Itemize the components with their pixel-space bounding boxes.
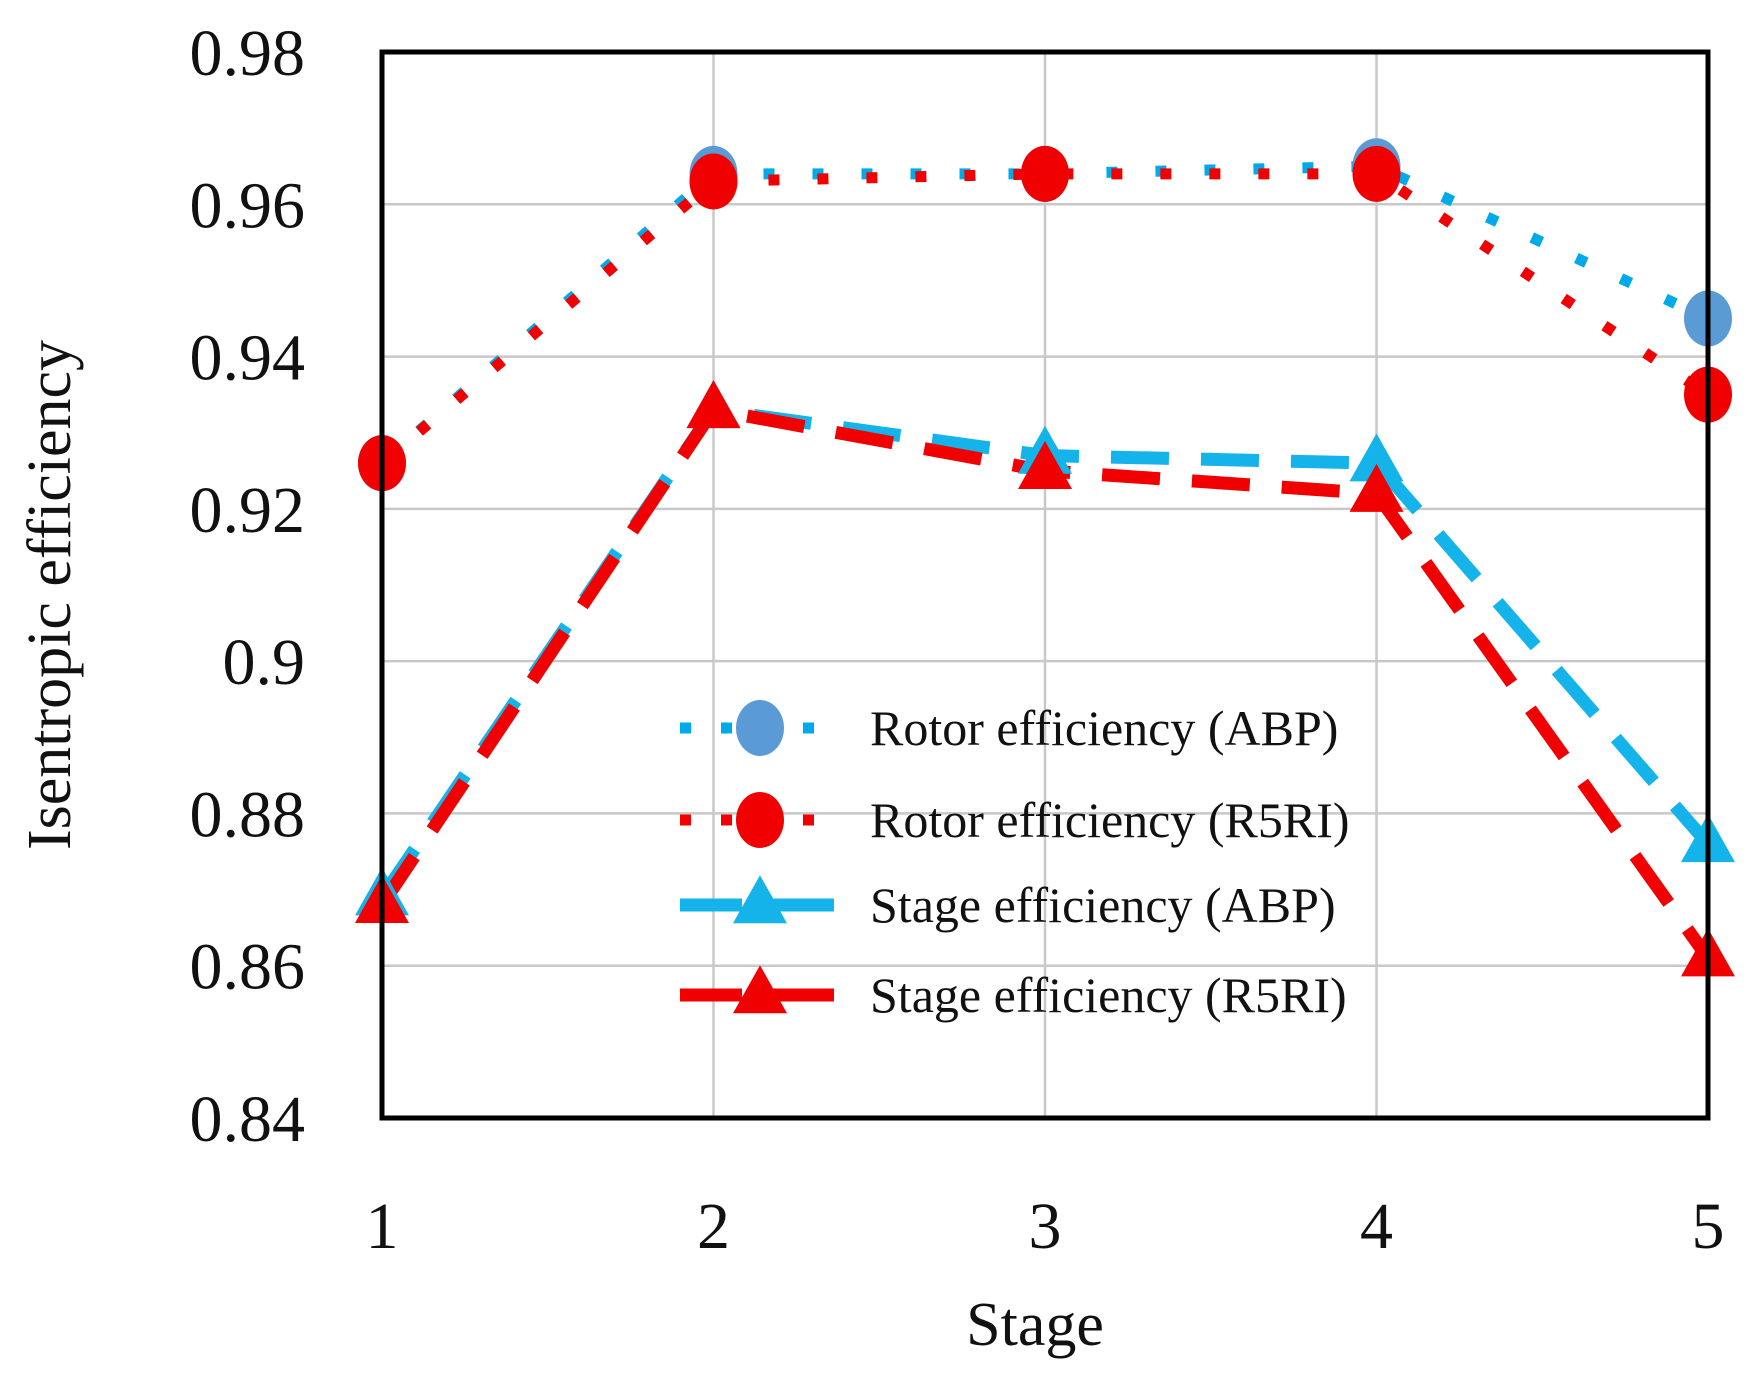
x-tick-label: 2 <box>697 1190 730 1263</box>
y-tick-label: 0.9 <box>223 626 306 699</box>
legend-marker-2 <box>736 792 784 848</box>
x-tick-label: 1 <box>366 1190 399 1263</box>
y-tick-label: 0.98 <box>190 17 306 90</box>
legend-marker-4 <box>733 965 787 1014</box>
legend-marker-3 <box>733 875 787 924</box>
x-axis-ticks: 1 2 3 4 5 <box>366 1190 1725 1263</box>
y-tick-label: 0.92 <box>190 474 306 547</box>
y-tick-label: 0.88 <box>190 778 306 851</box>
y-axis-ticks: 0.84 0.86 0.88 0.9 0.92 0.94 0.96 0.98 <box>190 17 306 1156</box>
legend-label-2: Rotor efficiency (R5RI) <box>870 792 1350 848</box>
data-point-s4-2 <box>686 380 741 429</box>
x-axis-title: Stage <box>966 1291 1104 1359</box>
grid-lines <box>382 52 1708 1118</box>
legend: Rotor efficiency (ABP) Rotor efficiency (… <box>680 700 1350 1023</box>
plot-frame <box>379 49 1711 1121</box>
x-tick-label: 3 <box>1029 1190 1062 1263</box>
y-axis-title: Isentropic efficiency <box>16 340 84 850</box>
legend-label-1: Rotor efficiency (ABP) <box>870 700 1338 756</box>
data-point-s3-4 <box>1349 433 1404 482</box>
data-point-s4-4 <box>1349 463 1404 512</box>
data-point-s4-3 <box>1018 441 1072 490</box>
legend-label-4: Stage efficiency (R5RI) <box>870 967 1347 1023</box>
data-point-s2-2 <box>689 153 738 210</box>
y-tick-label: 0.94 <box>190 322 306 395</box>
legend-label-3: Stage efficiency (ABP) <box>870 877 1336 933</box>
x-tick-label: 5 <box>1692 1190 1725 1263</box>
legend-marker-1 <box>736 700 784 756</box>
data-point-s2-3 <box>1021 145 1069 202</box>
y-tick-label: 0.96 <box>190 169 306 242</box>
y-tick-label: 0.84 <box>190 1083 306 1156</box>
series-line-2 <box>378 168 1712 468</box>
y-tick-label: 0.86 <box>190 931 306 1004</box>
x-tick-label: 4 <box>1360 1190 1393 1263</box>
data-point-s2-4 <box>1352 145 1401 202</box>
